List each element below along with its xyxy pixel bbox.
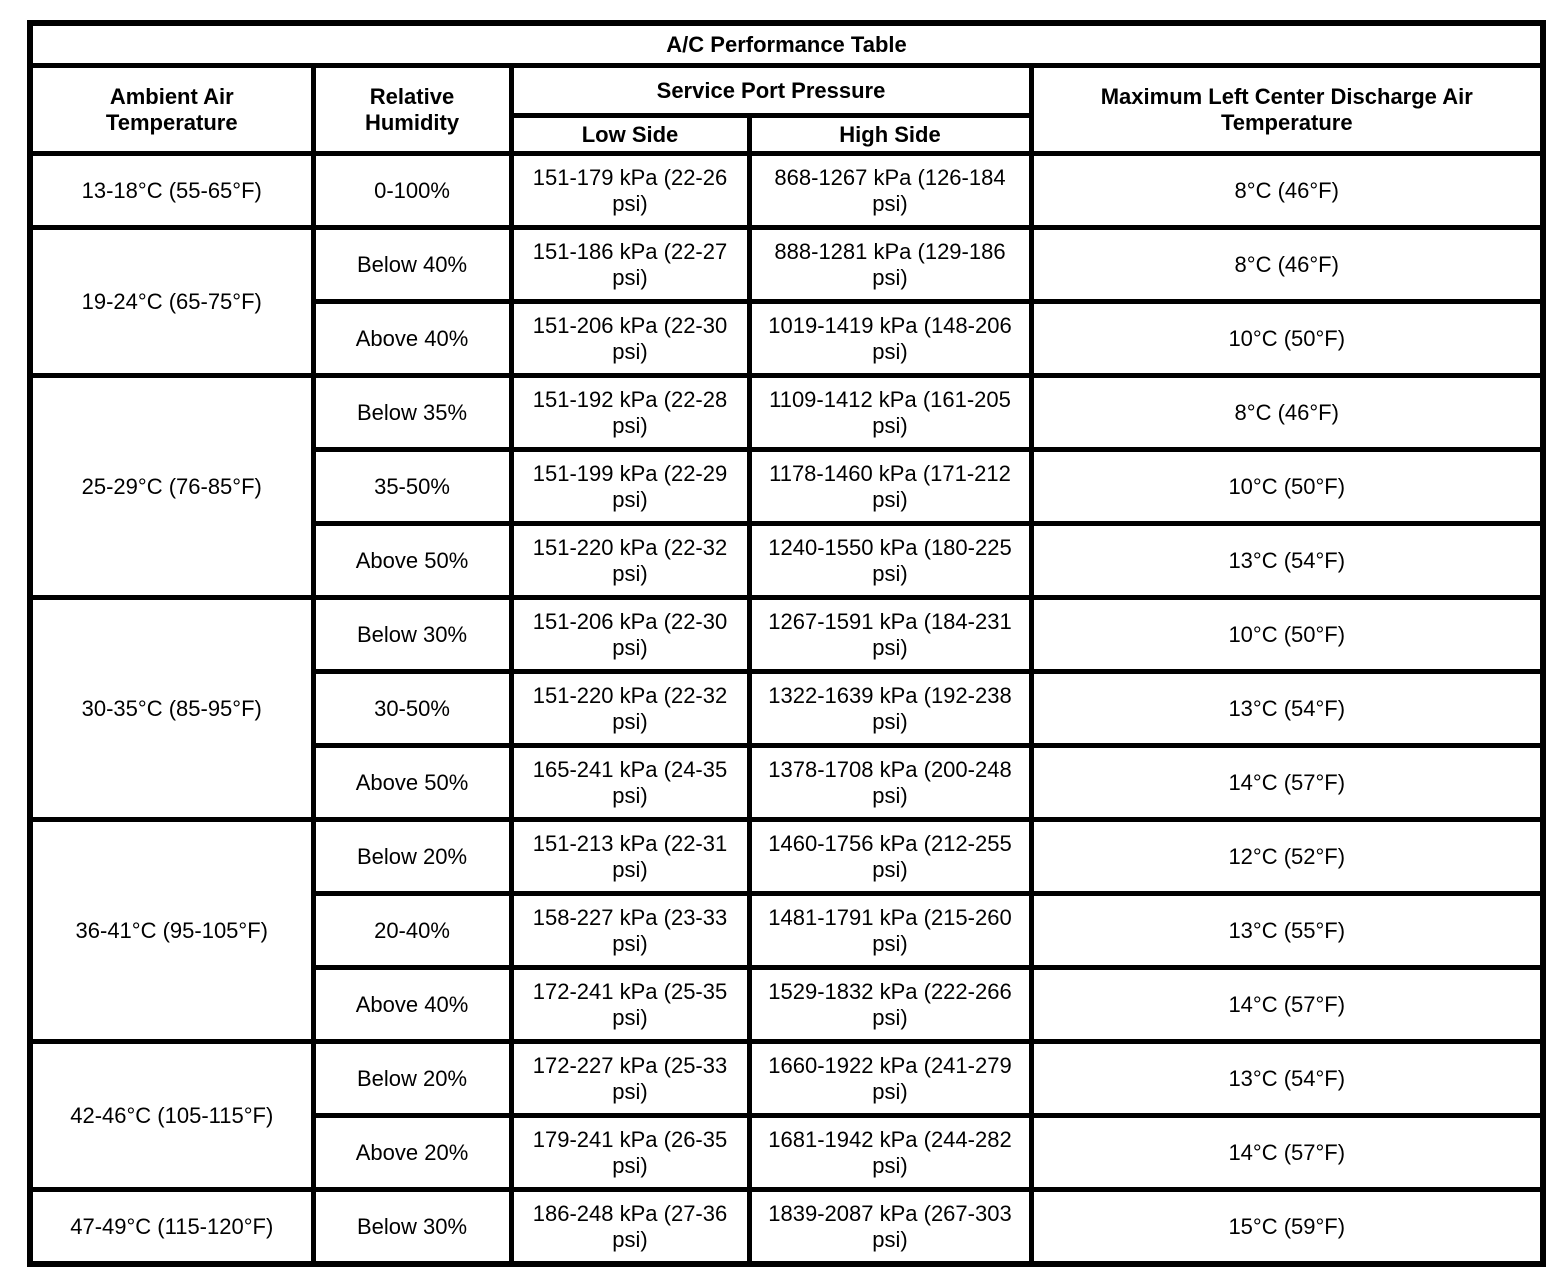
ambient-cell: 25-29°C (76-85°F) (27, 373, 316, 600)
low-side-cell: 151-213 kPa (22-31 psi) (508, 817, 752, 896)
high-side-cell: 1481-1791 kPa (215-260 psi) (746, 891, 1034, 970)
humidity-cell: Above 20% (310, 1113, 514, 1192)
low-side-cell: 158-227 kPa (23-33 psi) (508, 891, 752, 970)
ambient-cell: 36-41°C (95-105°F) (27, 817, 316, 1044)
low-side-cell: 151-206 kPa (22-30 psi) (508, 595, 752, 674)
high-side-cell: 1839-2087 kPa (267-303 psi) (746, 1187, 1034, 1267)
humidity-cell: Below 30% (310, 595, 514, 674)
discharge-cell: 14°C (57°F) (1028, 743, 1546, 822)
high-side-cell: 1660-1922 kPa (241-279 psi) (746, 1039, 1034, 1118)
discharge-cell: 10°C (50°F) (1028, 299, 1546, 378)
low-side-cell: 186-248 kPa (27-36 psi) (508, 1187, 752, 1267)
low-side-cell: 172-241 kPa (25-35 psi) (508, 965, 752, 1044)
discharge-cell: 13°C (54°F) (1028, 1039, 1546, 1118)
humidity-cell: Below 20% (310, 817, 514, 896)
humidity-cell: 30-50% (310, 669, 514, 748)
low-side-cell: 151-199 kPa (22-29 psi) (508, 447, 752, 526)
humidity-cell: 0-100% (310, 151, 514, 230)
discharge-cell: 12°C (52°F) (1028, 817, 1546, 896)
humidity-cell: 35-50% (310, 447, 514, 526)
header-max-discharge-temperature: Maximum Left Center Discharge Air Temper… (1028, 63, 1546, 156)
humidity-cell: Below 20% (310, 1039, 514, 1118)
low-side-cell: 179-241 kPa (26-35 psi) (508, 1113, 752, 1192)
low-side-cell: 151-220 kPa (22-32 psi) (508, 521, 752, 600)
discharge-cell: 10°C (50°F) (1028, 595, 1546, 674)
low-side-cell: 151-192 kPa (22-28 psi) (508, 373, 752, 452)
discharge-cell: 8°C (46°F) (1028, 373, 1546, 452)
low-side-cell: 151-206 kPa (22-30 psi) (508, 299, 752, 378)
humidity-cell: Below 30% (310, 1187, 514, 1267)
high-side-cell: 1681-1942 kPa (244-282 psi) (746, 1113, 1034, 1192)
humidity-cell: Above 40% (310, 965, 514, 1044)
humidity-cell: Above 40% (310, 299, 514, 378)
humidity-cell: 20-40% (310, 891, 514, 970)
low-side-cell: 172-227 kPa (25-33 psi) (508, 1039, 752, 1118)
discharge-cell: 14°C (57°F) (1028, 1113, 1546, 1192)
discharge-cell: 8°C (46°F) (1028, 151, 1546, 230)
high-side-cell: 1267-1591 kPa (184-231 psi) (746, 595, 1034, 674)
ambient-cell: 30-35°C (85-95°F) (27, 595, 316, 822)
high-side-cell: 1019-1419 kPa (148-206 psi) (746, 299, 1034, 378)
table-title: A/C Performance Table (27, 20, 1546, 68)
ambient-cell: 19-24°C (65-75°F) (27, 225, 316, 378)
header-low-side: Low Side (508, 113, 752, 156)
low-side-cell: 151-186 kPa (22-27 psi) (508, 225, 752, 304)
humidity-cell: Below 40% (310, 225, 514, 304)
discharge-cell: 13°C (54°F) (1028, 669, 1546, 748)
discharge-cell: 8°C (46°F) (1028, 225, 1546, 304)
high-side-cell: 1529-1832 kPa (222-266 psi) (746, 965, 1034, 1044)
header-high-side: High Side (746, 113, 1034, 156)
humidity-cell: Below 35% (310, 373, 514, 452)
header-ambient-air-temperature: Ambient Air Temperature (27, 63, 316, 156)
low-side-cell: 151-179 kPa (22-26 psi) (508, 151, 752, 230)
high-side-cell: 1460-1756 kPa (212-255 psi) (746, 817, 1034, 896)
discharge-cell: 13°C (54°F) (1028, 521, 1546, 600)
high-side-cell: 1109-1412 kPa (161-205 psi) (746, 373, 1034, 452)
high-side-cell: 1322-1639 kPa (192-238 psi) (746, 669, 1034, 748)
high-side-cell: 1240-1550 kPa (180-225 psi) (746, 521, 1034, 600)
ambient-cell: 47-49°C (115-120°F) (27, 1187, 316, 1267)
high-side-cell: 868-1267 kPa (126-184 psi) (746, 151, 1034, 230)
discharge-cell: 14°C (57°F) (1028, 965, 1546, 1044)
low-side-cell: 165-241 kPa (24-35 psi) (508, 743, 752, 822)
low-side-cell: 151-220 kPa (22-32 psi) (508, 669, 752, 748)
discharge-cell: 10°C (50°F) (1028, 447, 1546, 526)
discharge-cell: 15°C (59°F) (1028, 1187, 1546, 1267)
high-side-cell: 1178-1460 kPa (171-212 psi) (746, 447, 1034, 526)
header-service-port-pressure: Service Port Pressure (508, 63, 1034, 118)
ac-performance-table: A/C Performance Table Ambient Air Temper… (27, 20, 1547, 1267)
discharge-cell: 13°C (55°F) (1028, 891, 1546, 970)
high-side-cell: 1378-1708 kPa (200-248 psi) (746, 743, 1034, 822)
ambient-cell: 13-18°C (55-65°F) (27, 151, 316, 230)
humidity-cell: Above 50% (310, 521, 514, 600)
ambient-cell: 42-46°C (105-115°F) (27, 1039, 316, 1192)
header-relative-humidity: Relative Humidity (310, 63, 514, 156)
humidity-cell: Above 50% (310, 743, 514, 822)
high-side-cell: 888-1281 kPa (129-186 psi) (746, 225, 1034, 304)
